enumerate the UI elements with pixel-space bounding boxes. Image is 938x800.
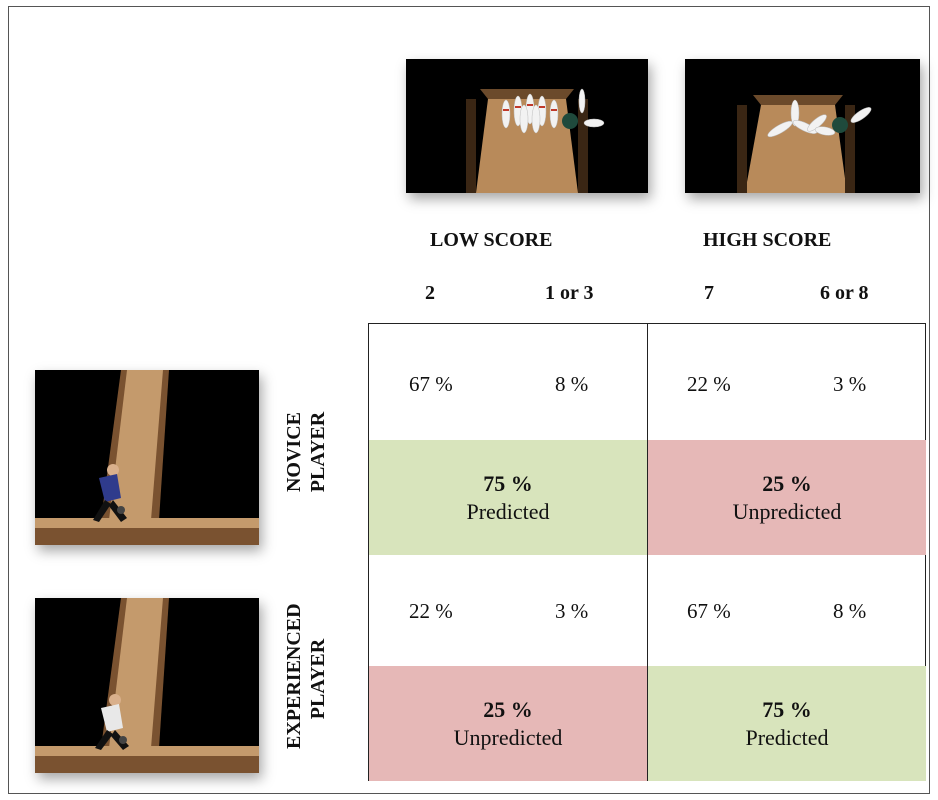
novice-high-block-text: Unpredicted bbox=[732, 498, 842, 524]
results-grid: 67 % 8 % 22 % 3 % 75 % Predicted 25 % Un… bbox=[368, 323, 926, 781]
novice-label-line1: NOVICE bbox=[283, 412, 305, 493]
score-label-1-or-3: 1 or 3 bbox=[545, 282, 594, 304]
novice-high-block-percent: 25 % bbox=[762, 470, 812, 496]
novice-pct-6-or-8: 3 % bbox=[833, 372, 867, 396]
low-score-pins-image bbox=[406, 59, 648, 193]
experienced-player-label: EXPERIENCED PLAYER bbox=[282, 603, 332, 749]
experienced-pct-7: 67 % bbox=[687, 599, 731, 623]
experienced-low-block-percent: 25 % bbox=[483, 696, 533, 722]
score-label-7: 7 bbox=[704, 282, 714, 304]
experienced-pct-2: 22 % bbox=[409, 599, 453, 623]
low-score-header: LOW SCORE bbox=[430, 229, 553, 251]
novice-low-block-percent: 75 % bbox=[483, 470, 533, 496]
experienced-high-score-block: 75 % Predicted bbox=[648, 666, 926, 781]
experienced-pct-6-or-8: 8 % bbox=[833, 599, 867, 623]
experienced-bowler-image bbox=[35, 598, 259, 773]
grid-divider bbox=[647, 324, 648, 780]
high-score-pins-image bbox=[685, 59, 920, 193]
experienced-label-line2: PLAYER bbox=[307, 638, 329, 720]
novice-high-score-block: 25 % Unpredicted bbox=[648, 440, 926, 555]
novice-pct-7: 22 % bbox=[687, 372, 731, 396]
experienced-high-block-text: Predicted bbox=[745, 724, 829, 750]
experienced-pct-1-or-3: 3 % bbox=[555, 599, 589, 623]
experienced-label-line1: EXPERIENCED bbox=[283, 603, 305, 749]
novice-low-block-text: Predicted bbox=[466, 498, 550, 524]
novice-label-line2: PLAYER bbox=[307, 411, 329, 493]
novice-low-score-block: 75 % Predicted bbox=[369, 440, 647, 555]
experienced-high-block-percent: 75 % bbox=[762, 696, 812, 722]
novice-pct-2: 67 % bbox=[409, 372, 453, 396]
high-score-header: HIGH SCORE bbox=[703, 229, 832, 251]
novice-bowler-image bbox=[35, 370, 259, 545]
experienced-low-block-text: Unpredicted bbox=[453, 724, 563, 750]
score-label-2: 2 bbox=[425, 282, 435, 304]
novice-pct-1-or-3: 8 % bbox=[555, 372, 589, 396]
experienced-low-score-block: 25 % Unpredicted bbox=[369, 666, 647, 781]
figure-frame bbox=[8, 6, 930, 794]
score-label-6-or-8: 6 or 8 bbox=[820, 282, 869, 304]
novice-player-label: NOVICE PLAYER bbox=[282, 392, 332, 512]
